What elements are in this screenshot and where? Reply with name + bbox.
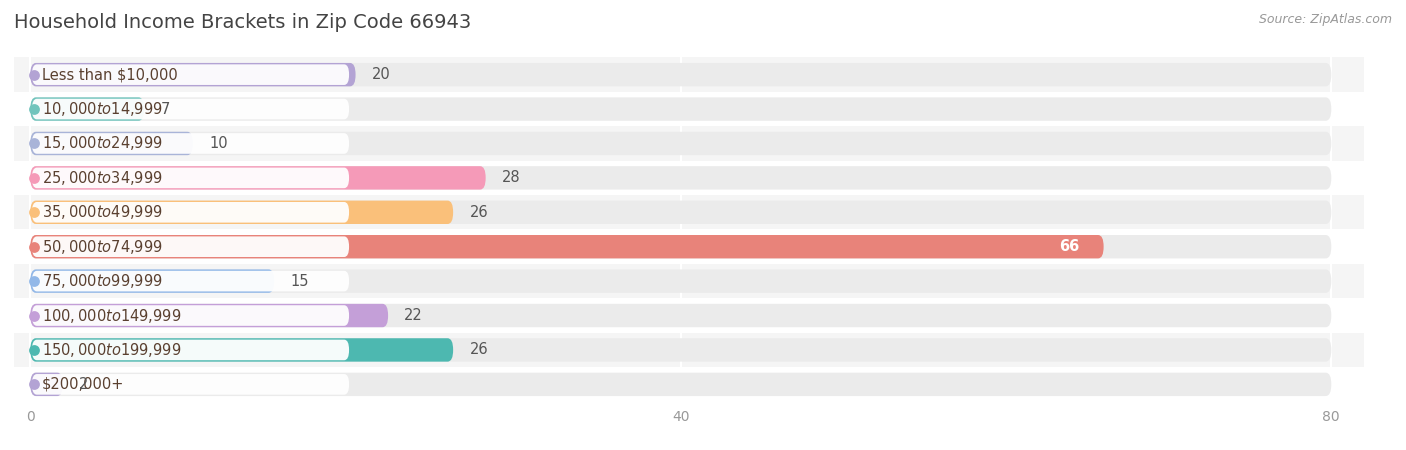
Text: Household Income Brackets in Zip Code 66943: Household Income Brackets in Zip Code 66… (14, 14, 471, 32)
FancyBboxPatch shape (31, 132, 193, 155)
FancyBboxPatch shape (31, 201, 1331, 224)
Text: $200,000+: $200,000+ (42, 377, 125, 392)
Text: 66: 66 (1059, 239, 1080, 254)
Bar (0, 92, 1381, 126)
Text: 26: 26 (470, 205, 488, 220)
Text: $10,000 to $14,999: $10,000 to $14,999 (42, 100, 163, 118)
FancyBboxPatch shape (32, 64, 349, 85)
Bar (0, 264, 1381, 298)
Text: Source: ZipAtlas.com: Source: ZipAtlas.com (1258, 14, 1392, 27)
Bar (0, 333, 1381, 367)
Text: $15,000 to $24,999: $15,000 to $24,999 (42, 135, 163, 153)
FancyBboxPatch shape (31, 166, 1331, 189)
FancyBboxPatch shape (32, 305, 349, 326)
FancyBboxPatch shape (32, 236, 349, 257)
FancyBboxPatch shape (31, 166, 485, 189)
Bar (0, 298, 1381, 333)
FancyBboxPatch shape (32, 99, 349, 119)
Text: $150,000 to $199,999: $150,000 to $199,999 (42, 341, 181, 359)
FancyBboxPatch shape (31, 270, 1331, 293)
Bar (0, 195, 1381, 230)
Text: Less than $10,000: Less than $10,000 (42, 67, 179, 82)
Text: 26: 26 (470, 342, 488, 357)
FancyBboxPatch shape (31, 373, 1331, 396)
FancyBboxPatch shape (32, 374, 349, 395)
FancyBboxPatch shape (31, 270, 274, 293)
FancyBboxPatch shape (31, 338, 453, 362)
Text: $75,000 to $99,999: $75,000 to $99,999 (42, 272, 163, 290)
FancyBboxPatch shape (31, 304, 1331, 327)
FancyBboxPatch shape (31, 63, 356, 86)
Text: $50,000 to $74,999: $50,000 to $74,999 (42, 238, 163, 256)
FancyBboxPatch shape (32, 340, 349, 360)
Text: $35,000 to $49,999: $35,000 to $49,999 (42, 203, 163, 221)
FancyBboxPatch shape (31, 235, 1104, 258)
Bar (0, 230, 1381, 264)
FancyBboxPatch shape (31, 97, 145, 121)
FancyBboxPatch shape (32, 133, 349, 154)
FancyBboxPatch shape (31, 97, 1331, 121)
Bar (0, 126, 1381, 161)
Bar (0, 161, 1381, 195)
FancyBboxPatch shape (32, 271, 349, 292)
Bar (0, 58, 1381, 92)
FancyBboxPatch shape (31, 373, 63, 396)
FancyBboxPatch shape (31, 235, 1331, 258)
Text: 10: 10 (209, 136, 228, 151)
Text: 28: 28 (502, 171, 520, 185)
FancyBboxPatch shape (31, 63, 1331, 86)
Text: 7: 7 (160, 102, 170, 117)
Text: 22: 22 (405, 308, 423, 323)
Text: 20: 20 (371, 67, 391, 82)
FancyBboxPatch shape (31, 132, 1331, 155)
FancyBboxPatch shape (31, 201, 453, 224)
FancyBboxPatch shape (32, 167, 349, 188)
FancyBboxPatch shape (32, 202, 349, 223)
FancyBboxPatch shape (31, 338, 1331, 362)
Text: $100,000 to $149,999: $100,000 to $149,999 (42, 306, 181, 324)
Text: 2: 2 (79, 377, 89, 392)
Text: 15: 15 (291, 274, 309, 288)
FancyBboxPatch shape (31, 304, 388, 327)
Text: $25,000 to $34,999: $25,000 to $34,999 (42, 169, 163, 187)
Bar (0, 367, 1381, 401)
